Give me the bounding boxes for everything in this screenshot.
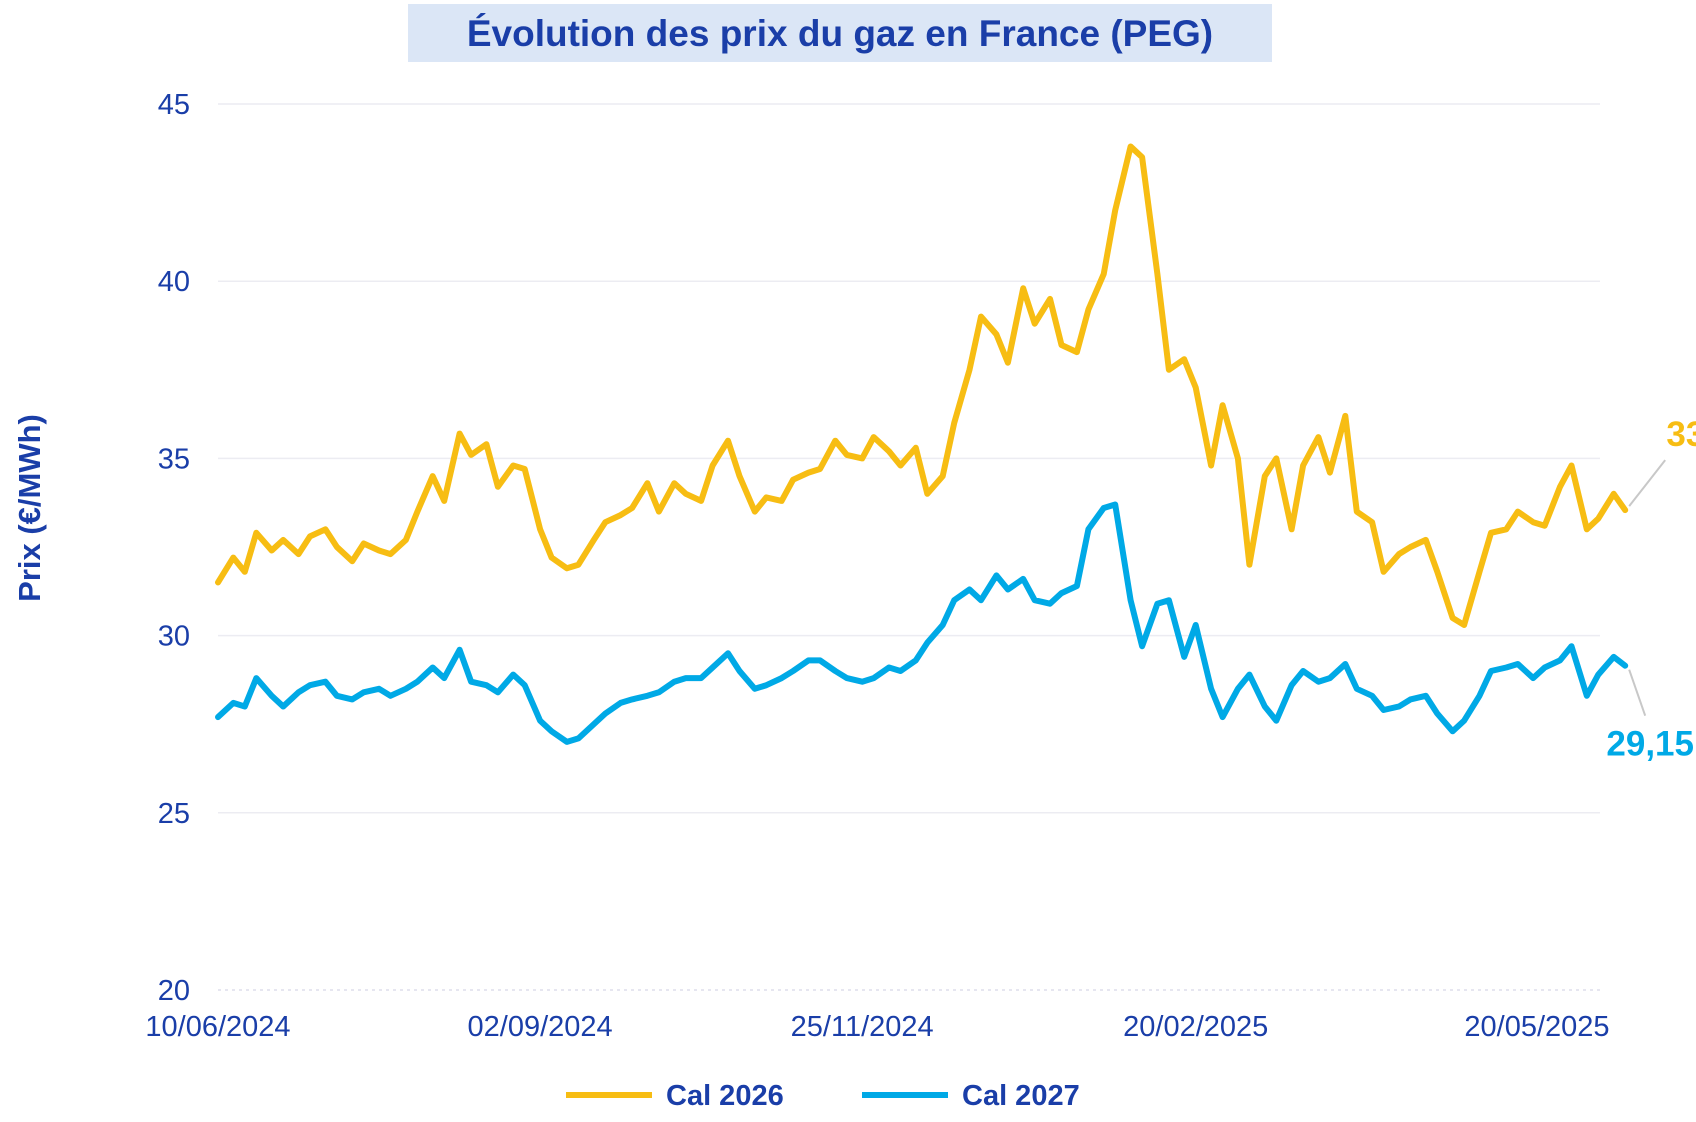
y-tick-label: 40 bbox=[158, 266, 190, 298]
y-axis-label: Prix (€/MWh) bbox=[12, 414, 47, 602]
chart-title: Évolution des prix du gaz en France (PEG… bbox=[408, 4, 1272, 62]
y-tick-label: 45 bbox=[158, 89, 190, 121]
end-value-label: 29,15 bbox=[1606, 725, 1694, 764]
chart-title-text: Évolution des prix du gaz en France (PEG… bbox=[467, 13, 1213, 54]
y-tick-label: 20 bbox=[158, 975, 190, 1007]
y-axis: 20 25 30 35 40 45 bbox=[158, 89, 190, 1007]
title-background bbox=[408, 4, 1272, 62]
end-label-leader bbox=[1628, 459, 1666, 507]
legend: Cal 2026 Cal 2027 bbox=[566, 1080, 1080, 1112]
legend-label: Cal 2027 bbox=[962, 1080, 1080, 1112]
series-line-cal-2027 bbox=[215, 501, 1629, 745]
end-label-leader bbox=[1628, 669, 1647, 717]
end-value-labels: 33,54 29,15 bbox=[1606, 415, 1696, 764]
x-tick-label: 02/09/2024 bbox=[468, 1011, 613, 1043]
x-tick-label: 20/02/2025 bbox=[1123, 1011, 1268, 1043]
series-line-cal-2026 bbox=[215, 143, 1629, 628]
legend-label: Cal 2026 bbox=[666, 1080, 784, 1112]
x-tick-label: 10/06/2024 bbox=[145, 1011, 290, 1043]
x-tick-label: 25/11/2024 bbox=[791, 1011, 934, 1043]
y-tick-label: 25 bbox=[158, 798, 190, 830]
y-tick-label: 35 bbox=[158, 443, 190, 475]
series-lines bbox=[215, 143, 1629, 745]
y-tick-label: 30 bbox=[158, 621, 190, 653]
x-tick-label: 20/05/2025 bbox=[1464, 1011, 1609, 1043]
end-value-label: 33,54 bbox=[1666, 415, 1696, 454]
x-tick-labels: 10/06/2024 02/09/2024 25/11/2024 20/02/2025… bbox=[145, 1011, 1609, 1043]
